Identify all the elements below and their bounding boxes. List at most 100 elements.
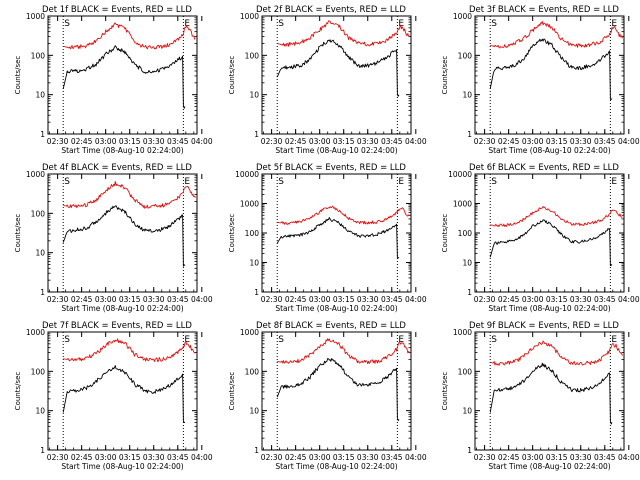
plot-frame: [261, 15, 412, 135]
end-marker-label: E: [398, 335, 404, 345]
end-marker-label: E: [611, 335, 617, 345]
x-tick-label: 03:30: [570, 453, 592, 462]
lld-series-line: [277, 338, 410, 365]
plot-frame: [47, 331, 198, 451]
x-tick-label: 02:30: [47, 453, 69, 462]
x-tick-label: 02:30: [474, 137, 496, 146]
y-tick-label: 1: [40, 130, 45, 139]
x-axis-label: Start Time (08-Aug-10 02:24:00): [275, 304, 397, 313]
x-tick-label: 04:00: [618, 295, 640, 304]
x-tick-label: 03:15: [333, 137, 355, 146]
lld-series-line: [277, 20, 410, 47]
y-tick-label: 1: [40, 288, 45, 297]
y-axis-label: Counts/sec: [228, 56, 236, 95]
x-tick-label: 02:30: [47, 137, 69, 146]
y-axis-label: Counts/sec: [14, 56, 22, 95]
y-tick-label: 100: [245, 367, 260, 376]
start-marker-label: S: [491, 19, 497, 29]
x-tick-label: 03:00: [309, 137, 331, 146]
plot-frame: [261, 331, 412, 451]
y-tick-label: 1: [40, 446, 45, 455]
x-axis-label: Start Time (08-Aug-10 02:24:00): [61, 146, 183, 155]
x-axis-label: Start Time (08-Aug-10 02:24:00): [275, 462, 397, 471]
x-tick-label: 04:00: [191, 453, 213, 462]
panel-title: Det 1f BLACK = Events, RED = LLD: [42, 5, 192, 15]
events-series-line: [62, 205, 186, 267]
x-tick-label: 04:00: [405, 137, 427, 146]
panel-title: Det 4f BLACK = Events, RED = LLD: [42, 163, 192, 173]
x-tick-label: 03:30: [143, 137, 165, 146]
x-tick-label: 03:00: [95, 295, 117, 304]
plot-frame: [474, 331, 625, 451]
x-axis-label: Start Time (08-Aug-10 02:24:00): [61, 462, 183, 471]
events-series-line: [62, 365, 186, 423]
x-tick-label: 02:30: [474, 295, 496, 304]
y-tick-label: 10000: [235, 170, 259, 179]
x-tick-label: 02:45: [71, 295, 93, 304]
start-marker-label: S: [64, 335, 70, 345]
x-tick-label: 02:45: [498, 295, 520, 304]
events-series-line: [276, 358, 400, 422]
x-tick-label: 03:30: [570, 137, 592, 146]
lld-series-line: [490, 20, 623, 49]
panel-title: Det 2f BLACK = Events, RED = LLD: [256, 5, 406, 15]
x-tick-label: 03:45: [594, 137, 616, 146]
x-tick-label: 03:00: [522, 137, 544, 146]
x-tick-label: 02:45: [71, 453, 93, 462]
panel-title: Det 6f BLACK = Events, RED = LLD: [469, 163, 619, 173]
x-tick-label: 03:15: [546, 295, 568, 304]
x-tick-label: 02:30: [474, 453, 496, 462]
x-axis-label: Start Time (08-Aug-10 02:24:00): [61, 304, 183, 313]
lld-series-line: [277, 205, 410, 225]
y-tick-label: 10: [249, 407, 259, 416]
panel-title: Det 5f BLACK = Events, RED = LLD: [256, 163, 406, 173]
y-axis-label: Counts/sec: [441, 372, 449, 411]
x-tick-label: 03:00: [309, 295, 331, 304]
y-tick-label: 1: [254, 446, 259, 455]
y-tick-label: 10: [35, 407, 45, 416]
events-series-line: [489, 219, 613, 267]
x-tick-label: 03:15: [119, 137, 141, 146]
y-tick-label: 1000: [240, 328, 259, 337]
x-tick-label: 03:45: [594, 453, 616, 462]
x-tick-label: 03:30: [143, 453, 165, 462]
y-tick-label: 10: [462, 91, 472, 100]
lld-series-line: [63, 181, 196, 209]
x-axis-label: Start Time (08-Aug-10 02:24:00): [488, 462, 610, 471]
x-tick-label: 03:15: [119, 295, 141, 304]
x-tick-label: 03:30: [143, 295, 165, 304]
y-tick-label: 1: [254, 130, 259, 139]
x-tick-label: 02:45: [285, 453, 307, 462]
x-tick-label: 03:00: [522, 453, 544, 462]
end-marker-label: E: [184, 177, 190, 187]
y-tick-label: 1000: [240, 12, 259, 21]
x-tick-label: 03:45: [167, 137, 189, 146]
y-tick-label: 100: [31, 51, 46, 60]
x-tick-label: 03:15: [119, 453, 141, 462]
lld-series-line: [63, 22, 196, 50]
x-axis-label: Start Time (08-Aug-10 02:24:00): [488, 146, 610, 155]
y-tick-label: 100: [245, 51, 260, 60]
start-marker-label: S: [278, 335, 284, 345]
panel-title: Det 3f BLACK = Events, RED = LLD: [469, 5, 619, 15]
x-tick-label: 04:00: [191, 137, 213, 146]
x-tick-label: 03:45: [594, 295, 616, 304]
y-tick-label: 1: [467, 446, 472, 455]
x-tick-label: 02:45: [285, 295, 307, 304]
x-axis-label: Start Time (08-Aug-10 02:24:00): [275, 146, 397, 155]
x-tick-label: 03:30: [357, 137, 379, 146]
start-marker-label: S: [278, 19, 284, 29]
plot-frame: [474, 15, 625, 135]
x-tick-label: 03:45: [167, 295, 189, 304]
y-axis-label: Counts/sec: [441, 214, 449, 253]
y-tick-label: 1000: [26, 328, 45, 337]
end-marker-label: E: [398, 19, 404, 29]
